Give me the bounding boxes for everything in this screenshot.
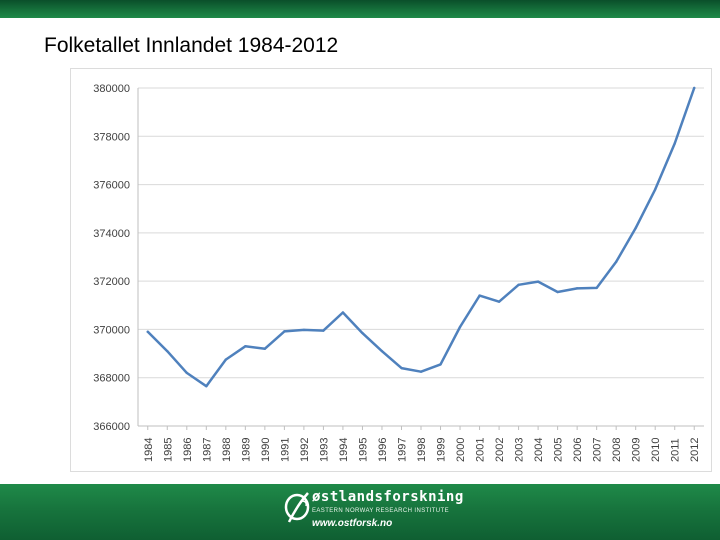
y-tick-label: 380000 xyxy=(93,83,130,95)
data-point xyxy=(439,363,442,366)
x-tick-label: 1992 xyxy=(299,438,311,462)
data-point xyxy=(341,311,345,314)
x-tick-label: 1993 xyxy=(318,438,330,462)
x-tick-label: 1996 xyxy=(377,438,389,462)
brand-subtitle: EASTERN NORWAY RESEARCH INSTITUTE xyxy=(312,508,449,514)
data-point xyxy=(146,330,149,334)
x-tick-label: 2001 xyxy=(475,438,487,462)
data-point xyxy=(205,384,208,388)
x-tick-label: 1995 xyxy=(357,438,369,462)
data-point xyxy=(361,331,364,335)
x-tick-label: 2009 xyxy=(631,438,643,462)
data-point xyxy=(693,86,696,90)
data-point xyxy=(497,300,501,303)
data-point xyxy=(380,349,384,353)
x-tick-label: 1989 xyxy=(240,438,252,462)
data-point xyxy=(244,345,247,348)
x-tick-label: 1988 xyxy=(221,438,233,462)
population-line-chart: 380000 378000 376000 374000 372000 370000 3680… xyxy=(93,83,704,462)
x-tick-label: 1990 xyxy=(260,438,272,462)
data-point xyxy=(166,349,169,353)
data-point xyxy=(400,366,403,370)
x-tick-label: 1984 xyxy=(143,438,155,462)
data-point xyxy=(654,188,657,191)
x-tick-label: 1998 xyxy=(416,438,428,462)
data-point xyxy=(634,226,637,230)
series-line xyxy=(146,86,696,388)
data-point xyxy=(322,329,325,332)
data-point xyxy=(419,370,423,373)
x-tick-label: 2007 xyxy=(592,438,604,462)
footer-banner xyxy=(0,484,720,540)
x-tick-label: 1991 xyxy=(279,438,291,462)
data-point xyxy=(556,290,559,294)
x-tick-label: 2005 xyxy=(553,438,565,462)
x-tick-label: 2006 xyxy=(572,438,584,462)
brand-url: www.ostforsk.no xyxy=(312,518,393,529)
chart-frame xyxy=(70,68,712,472)
x-tick-label: 1985 xyxy=(162,438,174,462)
x-tick-label: 2010 xyxy=(650,438,662,462)
x-tick-label: 1987 xyxy=(201,438,213,462)
data-point xyxy=(185,371,188,375)
x-tick-label: 2000 xyxy=(455,438,467,462)
y-tick-label: 366000 xyxy=(93,421,130,433)
data-point xyxy=(595,286,598,290)
data-point xyxy=(263,347,267,350)
data-point xyxy=(478,294,481,297)
y-tick-label: 368000 xyxy=(93,373,130,385)
y-tick-label: 374000 xyxy=(93,228,130,240)
data-point xyxy=(536,280,540,283)
data-point xyxy=(302,328,306,332)
data-point xyxy=(224,358,228,361)
data-point xyxy=(673,142,676,145)
brand-name: østlandsforskning xyxy=(312,489,464,505)
x-tick-label: 2011 xyxy=(670,438,682,462)
data-point xyxy=(575,287,579,290)
data-point xyxy=(283,330,286,333)
x-tick-label: 2003 xyxy=(514,438,526,462)
data-point xyxy=(614,260,618,264)
x-tick-label: 1999 xyxy=(436,438,448,462)
x-tick-label: 1986 xyxy=(182,438,194,462)
data-point xyxy=(517,283,520,286)
x-tick-label: 2004 xyxy=(533,438,545,462)
top-banner xyxy=(0,0,720,18)
y-tick-label: 376000 xyxy=(93,180,130,192)
y-tick-label: 370000 xyxy=(93,324,130,336)
y-tick-label: 378000 xyxy=(93,131,130,143)
x-tick-label: 1994 xyxy=(338,438,350,462)
leaf-circle-icon xyxy=(284,492,310,523)
y-tick-label: 372000 xyxy=(93,276,130,288)
slide-title: Folketallet Innlandet 1984-2012 xyxy=(44,34,339,57)
x-tick-label: 1997 xyxy=(396,438,408,462)
x-tick-label: 2012 xyxy=(689,438,701,462)
x-tick-label: 2002 xyxy=(494,438,506,462)
data-point xyxy=(458,325,462,329)
x-tick-label: 2008 xyxy=(611,438,623,462)
